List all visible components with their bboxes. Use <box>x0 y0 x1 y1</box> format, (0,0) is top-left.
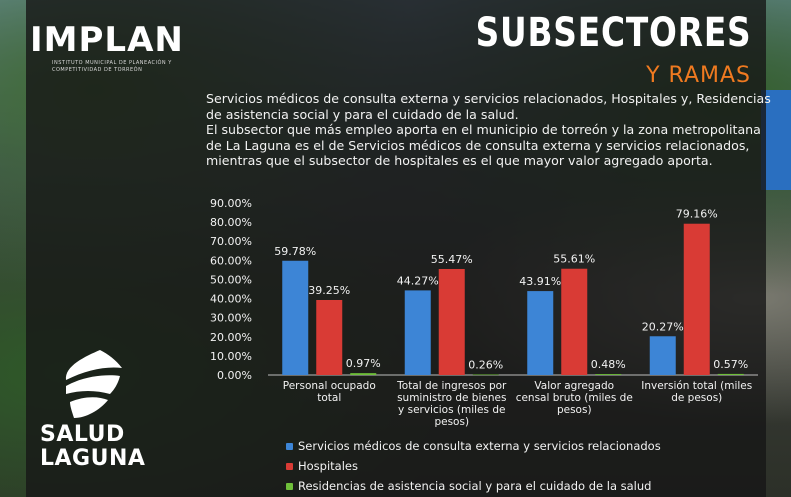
bar-0-1 <box>404 290 431 375</box>
data-label: 20.27% <box>642 320 684 333</box>
y-tick-label: 90.00% <box>210 197 252 210</box>
data-label: 55.47% <box>431 253 473 266</box>
data-label: 39.25% <box>308 284 350 297</box>
legend-item-residencias: Residencias de asistencia social y para … <box>286 476 661 496</box>
salud-laguna-line1: SALUD <box>40 422 125 447</box>
legend-swatch-red <box>286 462 293 470</box>
implan-logo: IMPLAN <box>30 20 184 60</box>
data-label: 43.91% <box>519 275 561 288</box>
page-title: SUBSECTORES <box>475 10 751 56</box>
legend-swatch-blue <box>286 442 293 450</box>
legend-label: Hospitales <box>298 459 358 473</box>
data-label: 79.16% <box>676 208 718 221</box>
y-tick-label: 0.00% <box>217 369 252 382</box>
bar-2-3 <box>717 373 744 375</box>
data-label: 44.27% <box>397 274 439 287</box>
bar-1-2 <box>561 268 588 375</box>
salud-laguna-logo: SALUD LAGUNA <box>40 423 145 471</box>
salud-laguna-emblem-icon <box>65 350 122 418</box>
x-tick-label: censal bruto (miles de <box>516 392 633 404</box>
y-tick-label: 50.00% <box>210 273 252 286</box>
x-tick-label: pesos) <box>557 404 592 416</box>
x-tick-label: Personal ocupado <box>283 380 376 392</box>
data-label: 0.26% <box>468 359 503 372</box>
x-tick-label: suministro de bienes <box>397 392 506 404</box>
bar-0-2 <box>527 291 554 375</box>
content-panel <box>26 0 766 497</box>
data-label: 59.78% <box>274 245 316 258</box>
background-sky <box>761 90 791 190</box>
bar-1-0 <box>316 299 343 375</box>
y-tick-label: 70.00% <box>210 235 252 248</box>
page-subtitle: Y RAMAS <box>646 63 751 88</box>
legend-item-hospitales: Hospitales <box>286 456 661 476</box>
legend-label: Servicios médicos de consulta externa y … <box>298 439 661 453</box>
bar-1-1 <box>438 268 465 375</box>
description-line-2: El subsector que más empleo aporta en el… <box>206 122 761 168</box>
x-tick-label: Total de ingresos por <box>396 380 507 392</box>
legend-swatch-green <box>286 482 293 490</box>
data-label: 0.57% <box>713 358 748 371</box>
x-tick-label: total <box>317 392 341 404</box>
x-tick-label: pesos) <box>434 416 469 428</box>
x-tick-label: Inversión total (miles <box>641 380 752 392</box>
y-tick-label: 10.00% <box>210 350 252 363</box>
y-tick-label: 60.00% <box>210 254 252 267</box>
y-tick-label: 20.00% <box>210 331 252 344</box>
bar-0-3 <box>649 336 676 375</box>
description-text: Servicios médicos de consulta externa y … <box>206 91 778 169</box>
x-tick-label: de pesos) <box>671 392 722 404</box>
salud-laguna-line2: LAGUNA <box>40 446 146 471</box>
y-tick-label: 30.00% <box>210 312 252 325</box>
description-line-1: Servicios médicos de consulta externa y … <box>206 91 771 122</box>
y-tick-label: 80.00% <box>210 216 252 229</box>
bar-1-3 <box>683 223 710 375</box>
x-tick-label: Valor agregado <box>534 380 614 392</box>
bar-2-2 <box>595 374 622 375</box>
x-tick-label: y servicios (miles de <box>398 404 505 416</box>
bar-2-1 <box>472 374 499 376</box>
y-tick-label: 40.00% <box>210 293 252 306</box>
bar-2-0 <box>350 373 377 375</box>
legend-item-servicios: Servicios médicos de consulta externa y … <box>286 436 661 456</box>
implan-logo-subtext: INSTITUTO MUNICIPAL DE PLANEACIÓN Y COMP… <box>52 60 172 73</box>
data-label: 0.97% <box>346 357 381 370</box>
data-label: 0.48% <box>591 358 626 371</box>
legend-label: Residencias de asistencia social y para … <box>298 479 652 493</box>
data-label: 55.61% <box>553 253 595 266</box>
chart-legend: Servicios médicos de consulta externa y … <box>286 436 661 496</box>
bar-0-0 <box>282 260 309 375</box>
